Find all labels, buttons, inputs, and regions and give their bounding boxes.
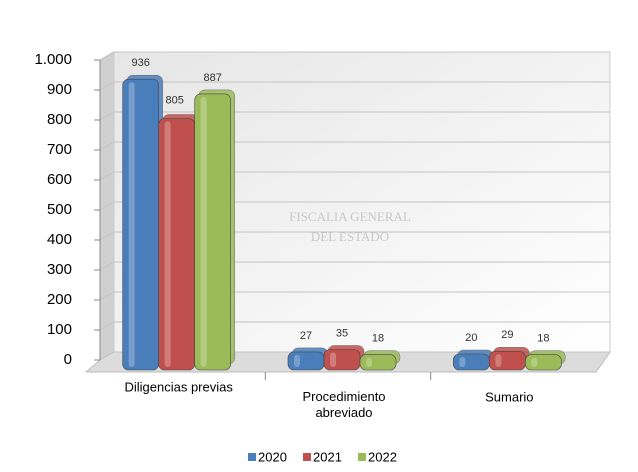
y-tick-label: 0 — [64, 351, 72, 368]
legend-label: 2020 — [258, 449, 287, 464]
bar — [489, 347, 530, 371]
y-tick-label: 300 — [47, 261, 72, 278]
grid-line — [99, 291, 610, 301]
watermark: DEL ESTADO — [311, 229, 389, 244]
data-label: 20 — [465, 332, 477, 344]
legend-label: 2021 — [313, 449, 342, 464]
x-tick-line: abreviado — [315, 405, 372, 420]
bar-shine — [366, 357, 372, 367]
data-label: 18 — [537, 333, 549, 345]
x-tick-label: Procedimiento abreviado — [302, 389, 385, 420]
legend-swatch — [303, 453, 311, 461]
x-tick-label: Diligencias previas — [124, 379, 233, 394]
grid-line — [99, 171, 610, 181]
x-tick-line: Procedimiento — [302, 389, 385, 404]
bar-front — [453, 353, 490, 371]
legend-swatch — [248, 453, 256, 461]
y-tick-label: 800 — [47, 111, 72, 128]
bar-front — [489, 350, 526, 371]
bar-shine — [495, 354, 502, 367]
grid-line — [99, 201, 610, 211]
watermark: FISCALIA GENERAL — [289, 209, 411, 224]
data-label: 18 — [372, 333, 384, 345]
y-tick-label: 400 — [47, 231, 72, 248]
bar — [359, 350, 401, 371]
bar-shine — [531, 357, 538, 367]
bar-shine — [200, 96, 207, 368]
grid-line — [99, 51, 610, 61]
y-tick-label: 200 — [47, 291, 72, 308]
y-tick-label: 100 — [47, 321, 72, 338]
bar — [525, 350, 566, 371]
data-label: 936 — [131, 57, 149, 69]
legend-label: 2022 — [368, 449, 397, 464]
bar — [453, 349, 494, 371]
grid-line — [99, 231, 610, 241]
grid-line — [99, 111, 610, 121]
grid-line — [99, 141, 610, 151]
y-tick-label: 600 — [47, 171, 72, 188]
y-tick-label: 1.000 — [34, 51, 72, 68]
bar — [158, 114, 199, 371]
bar-front — [122, 78, 159, 371]
bar-shine — [164, 121, 171, 367]
grid-line — [99, 321, 610, 331]
bar — [194, 89, 235, 371]
bar — [323, 345, 365, 371]
bar-front — [287, 351, 325, 371]
data-label: 29 — [501, 329, 513, 341]
grid-line — [99, 81, 610, 91]
y-tick-label: 900 — [47, 81, 72, 98]
bar-front — [359, 354, 397, 371]
data-label: 35 — [336, 327, 348, 339]
data-label: 887 — [203, 72, 221, 84]
grid-line — [99, 351, 610, 361]
grid-line — [99, 261, 610, 271]
x-tick-label: Sumario — [485, 389, 533, 404]
bar-front — [158, 118, 195, 371]
bar-front — [525, 354, 562, 371]
bar-shine — [128, 82, 135, 367]
legend-swatch — [358, 453, 366, 461]
y-tick-label: 500 — [47, 201, 72, 218]
bar — [287, 347, 329, 371]
bar-shine — [459, 357, 466, 367]
bar-front — [194, 93, 231, 371]
data-label: 805 — [165, 94, 183, 106]
bar-front — [323, 349, 361, 371]
bar-shine — [330, 352, 336, 367]
bar — [122, 74, 163, 371]
y-tick-label: 700 — [47, 141, 72, 158]
bar-shine — [294, 354, 300, 367]
data-label: 27 — [300, 330, 312, 342]
